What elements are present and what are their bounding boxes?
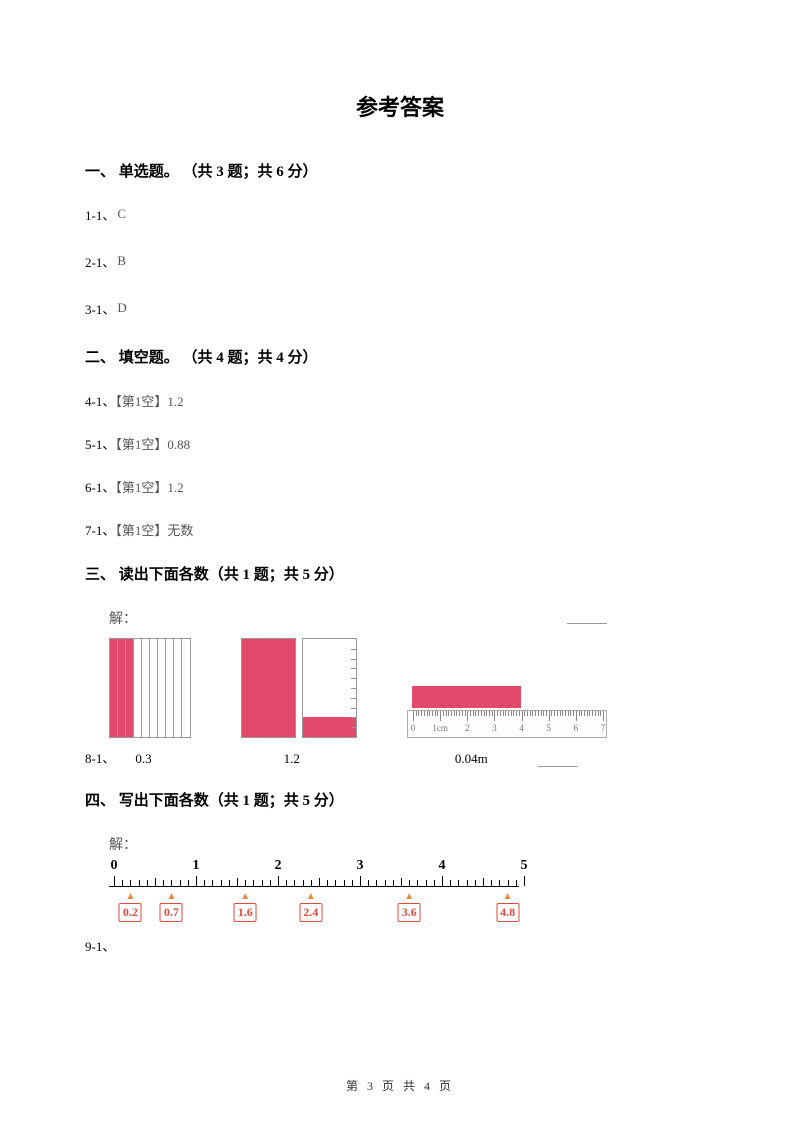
chart-squares xyxy=(241,638,357,738)
numline-major-label: 5 xyxy=(521,858,528,874)
chart-fraction-bars xyxy=(109,638,191,738)
tick-marks xyxy=(350,639,356,737)
section-4-header: 四、 写出下面各数（共 1 题；共 5 分） xyxy=(85,789,715,810)
numline-arrow: ▲ xyxy=(125,891,135,902)
chart2-label: 1.2 xyxy=(284,751,300,767)
strip-cell xyxy=(126,639,134,737)
charts-row: 0 1cm 2 3 4 5 6 7 xyxy=(109,638,715,738)
full-square xyxy=(241,638,296,738)
partial-square xyxy=(302,638,357,738)
strip-cell xyxy=(174,639,182,737)
numline-arrow: ▲ xyxy=(306,891,316,902)
answer-6-1: 6-1、【第1空】1.2 xyxy=(85,477,715,496)
strip-cell xyxy=(166,639,174,737)
numline-value-box: 3.6 xyxy=(398,903,421,922)
chart-ruler: 0 1cm 2 3 4 5 6 7 xyxy=(407,668,607,738)
strip-cell xyxy=(134,639,142,737)
answer-1-1: 1-1、 C xyxy=(85,205,715,224)
solution-label: 解： xyxy=(109,608,715,628)
squares-chart xyxy=(241,638,357,738)
answer-num: 4-1、 xyxy=(85,394,115,409)
answer-num: 1-1、 xyxy=(85,205,115,224)
answer-9-1: 9-1、 xyxy=(85,936,715,955)
section-3-header: 三、 读出下面各数（共 1 题；共 5 分） xyxy=(85,563,715,584)
strip-cell xyxy=(150,639,158,737)
answer-num: 3-1、 xyxy=(85,299,115,318)
numline-arrow: ▲ xyxy=(240,891,250,902)
document-page: 参考答案 一、 单选题。 （共 3 题；共 6 分） 1-1、 C 2-1、 B… xyxy=(0,0,800,995)
numline-arrow: ▲ xyxy=(404,891,414,902)
ruler-label: 0 xyxy=(411,723,416,733)
strip-cell xyxy=(182,639,190,737)
numline-value-box: 0.7 xyxy=(160,903,183,922)
numline-value-box: 1.6 xyxy=(234,903,257,922)
bar-strip-chart xyxy=(109,638,191,738)
numline-major-label: 0 xyxy=(111,858,118,874)
ruler-label: 1cm xyxy=(432,723,448,733)
answer-num: 9-1、 xyxy=(85,939,115,954)
numline-value-box: 2.4 xyxy=(299,903,322,922)
answer-3-1: 3-1、 D xyxy=(85,299,715,318)
ruler-label: 7 xyxy=(601,723,606,733)
answer-num: 7-1、 xyxy=(85,523,115,538)
numline-value-box: 0.2 xyxy=(119,903,142,922)
ruler-label: 5 xyxy=(546,723,551,733)
chart3-label: 0.04m xyxy=(455,751,488,767)
figure-9: 解： 012345▲0.2▲0.7▲1.6▲2.4▲3.6▲4.8 xyxy=(109,834,715,924)
answer-value: B xyxy=(117,253,126,269)
answer-num: 8-1、 xyxy=(85,748,115,767)
answer-8-1: 8-1、 0.3 1.2 0.04m xyxy=(85,748,715,767)
section-1-header: 一、 单选题。 （共 3 题；共 6 分） xyxy=(85,160,715,181)
number-line: 012345▲0.2▲0.7▲1.6▲2.4▲3.6▲4.8 xyxy=(109,864,529,924)
numline-major-label: 2 xyxy=(275,858,282,874)
answer-value: 【第1空】1.2 xyxy=(115,394,183,409)
page-footer: 第 3 页 共 4 页 xyxy=(0,1077,800,1094)
ruler: 0 1cm 2 3 4 5 6 7 xyxy=(407,710,607,738)
answer-4-1: 4-1、【第1空】1.2 xyxy=(85,391,715,410)
numline-major-label: 1 xyxy=(193,858,200,874)
section-2-header: 二、 填空题。 （共 4 题；共 4 分） xyxy=(85,346,715,367)
answer-5-1: 5-1、【第1空】0.88 xyxy=(85,434,715,453)
number-line-axis xyxy=(109,886,519,887)
answer-2-1: 2-1、 B xyxy=(85,252,715,271)
answer-value: 【第1空】无数 xyxy=(115,523,193,538)
answer-7-1: 7-1、【第1空】无数 xyxy=(85,520,715,539)
answer-value: 【第1空】0.88 xyxy=(115,437,190,452)
numline-arrow: ▲ xyxy=(166,891,176,902)
chart1-label: 0.3 xyxy=(135,751,151,767)
strip-cell xyxy=(110,639,118,737)
solution-label: 解： xyxy=(109,834,715,854)
strip-cell xyxy=(142,639,150,737)
partial-fill xyxy=(303,717,356,737)
strip-cell xyxy=(158,639,166,737)
ruler-bar xyxy=(412,686,521,708)
numline-major-label: 3 xyxy=(357,858,364,874)
answer-num: 5-1、 xyxy=(85,437,115,452)
ruler-label: 2 xyxy=(465,723,470,733)
answer-num: 2-1、 xyxy=(85,252,115,271)
answer-value: C xyxy=(117,206,126,222)
ruler-label: 6 xyxy=(574,723,579,733)
answer-value: 【第1空】1.2 xyxy=(115,480,183,495)
page-title: 参考答案 xyxy=(85,90,715,122)
guide-line xyxy=(538,766,578,767)
guide-line xyxy=(567,623,607,624)
numline-arrow: ▲ xyxy=(503,891,513,902)
answer-num: 6-1、 xyxy=(85,480,115,495)
numline-value-box: 4.8 xyxy=(496,903,519,922)
ruler-label: 3 xyxy=(492,723,497,733)
answer-value: D xyxy=(117,300,126,316)
strip-cell xyxy=(118,639,126,737)
numline-major-label: 4 xyxy=(439,858,446,874)
ruler-label: 4 xyxy=(519,723,524,733)
figure-8: 解： 0 1cm 2 3 4 5 6 7 xyxy=(109,608,715,738)
